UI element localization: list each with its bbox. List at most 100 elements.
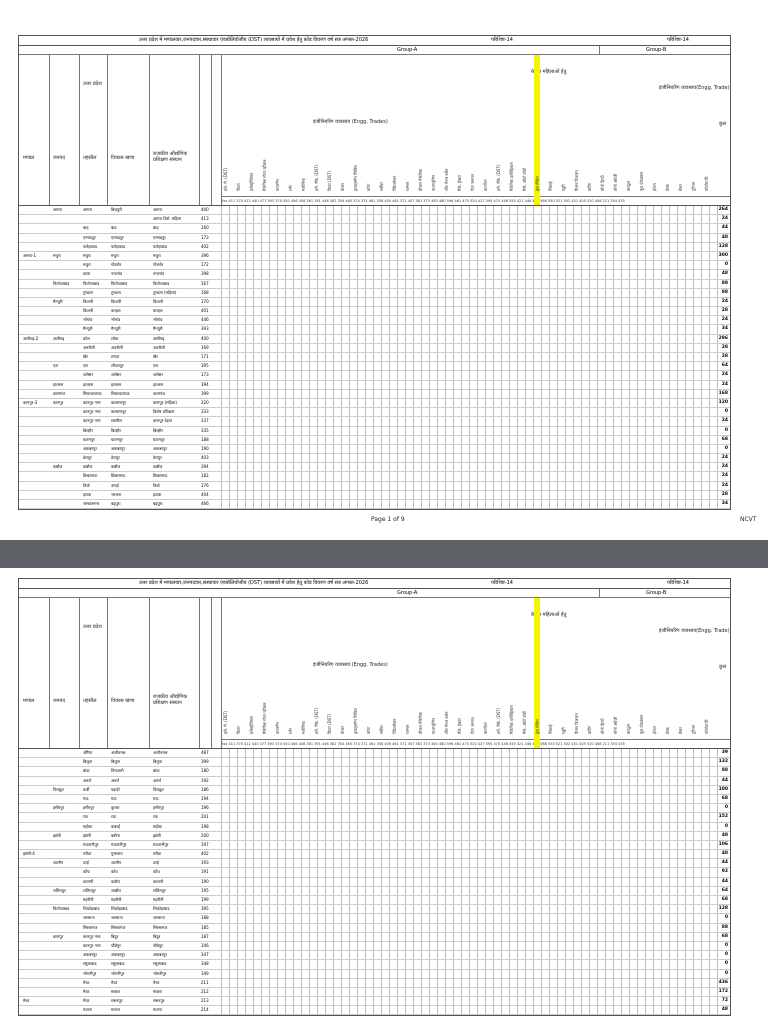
total-cell: 34 — [721, 501, 728, 506]
total-cell: 296 — [718, 335, 728, 341]
tehsil-cell: मथुरा — [83, 252, 91, 258]
vikas-cell: कदौरा — [111, 878, 120, 884]
table-row: महोबा कबरई महोबा 198 0 — [19, 823, 730, 832]
trade-column-header: डीजल मैकेनिक — [418, 712, 423, 734]
vikas-cell: पहाड़ी — [111, 786, 120, 792]
trade-column-header: कंप्यूटर — [626, 180, 631, 191]
code-cell: 190 — [201, 445, 209, 451]
institute-cell: कानपुर (महिला) — [153, 399, 177, 405]
institute-cell: हमीरपुर — [153, 805, 165, 811]
mandal-cell: अलीगढ़-2 — [23, 335, 39, 341]
code-cell: 347 — [201, 952, 209, 958]
table-row: जसराना जसराना जसराना 188 0 — [19, 914, 730, 924]
total-cell: 92 — [721, 869, 728, 875]
table-row: रसूलाबाद रसूलाबाद रसूलाबाद 348 0 — [19, 960, 730, 970]
trade-column-header: इलेक्ट्रीशियन — [249, 172, 254, 191]
total-cell: 0 — [724, 427, 728, 433]
trade-column-header: मैकेनिक इलेक्ट्रिकल — [509, 705, 514, 734]
data-rows: औरैया अजीतमल अजीतमल 487 39 बिधूना बिधूना बिधूना… — [19, 749, 730, 1016]
vikas-cell: माछरा — [111, 988, 120, 994]
institute-cell: किशनी — [153, 298, 164, 304]
total-cell: 44 — [721, 878, 728, 884]
table-row: भोगांव भोगांव भोगांव 446 24 — [19, 316, 730, 326]
vikas-cell: भोगनीपुर — [111, 970, 125, 976]
table-row: मवाना मवाना मवाना 214 48 — [19, 1006, 730, 1016]
code-number-row: 3xx 411 370 412 440 477 593 370 550 406 … — [221, 196, 730, 205]
trade-column-header: ब्यूटी — [561, 727, 566, 734]
janpad-cell: हमीरपुर — [53, 805, 65, 811]
tehsil-cell: जलेसर — [83, 372, 94, 378]
tehsil-cell: मऊ — [83, 795, 89, 801]
janpad-cell: अलीगढ़ — [53, 335, 65, 341]
total-cell: 28 — [721, 308, 728, 314]
header-divider — [221, 598, 222, 748]
tehsil-cell: महोबा — [83, 823, 92, 829]
tehsil-cell: फिरोजाबाद — [83, 280, 100, 286]
table-row: एत्मादपुर एत्मादपुर एत्मादपुर 173 48 — [19, 234, 730, 243]
engg-trades-label: इंजीनियरिंग व्यवसाय (Engg. Trades) — [313, 119, 388, 125]
institute-header: राजकीय औद्योगिक प्रशिक्षण संस्थान — [153, 694, 188, 706]
tehsil-cell: मथुरा — [83, 262, 91, 268]
vikas-cell: उमर्दा — [111, 482, 119, 488]
institute-cell: चित्रकूट — [153, 786, 164, 792]
code-cell: 403 — [201, 455, 209, 461]
janpad-cell: जालौन — [53, 860, 63, 866]
total-cell: 24 — [721, 317, 728, 323]
code-cell: 196 — [201, 805, 209, 811]
janpad-cell: कानपुर — [53, 399, 64, 405]
table-row: अकबरपुर अकबरपुर अकबरपुर 347 0 — [19, 951, 730, 961]
total-cell: 88 — [721, 289, 728, 295]
trade-column-header: प्लम्बर — [405, 724, 410, 734]
code-cell: 198 — [201, 823, 209, 829]
trade-column-header: इले. मैके. (DST) — [314, 707, 319, 734]
table-row: टूण्डला टूण्डला टूण्डला (महिला) 168 88 — [19, 289, 730, 298]
table-row: खैर टप्पल खैर 171 28 — [19, 353, 730, 363]
institute-cell: गोवर्धन — [153, 262, 164, 268]
table-row: झांसी झांसी बबीना झांसी 200 48 — [19, 832, 730, 841]
tehsil-cell: कर्वी — [83, 786, 90, 792]
code-cell: 195 — [201, 887, 209, 893]
tehsil-cell: छाता — [83, 271, 91, 277]
appendix-label-right: परिशिष्ट-14 — [667, 37, 689, 43]
janpad-cell: मैनपुरी — [53, 298, 63, 304]
trade-column-header: स्टेनो अंग्रेजी — [613, 173, 618, 191]
column-header: उत्तर प्रदेश इंजीनियरिंग व्यवसाय (Engg. … — [19, 55, 730, 206]
total-cell: 44 — [721, 225, 728, 231]
institute-cell: घाटमपुर — [153, 436, 165, 442]
code-cell: 395 — [201, 363, 209, 369]
tehsil-cell: कानपुर नगर — [83, 933, 101, 939]
total-header: कुल — [719, 121, 727, 127]
table-row: जालौन उरई जालौन उरई 193 44 — [19, 859, 730, 869]
women-only-label: केवल महिलाओं हेतु — [531, 612, 567, 618]
vikas-cell: घाटमपुर — [111, 436, 123, 442]
vikas-header: विकास खण्ड — [111, 155, 135, 161]
table-row: छिबरामऊ छिबरामऊ छिबरामऊ 182 24 — [19, 472, 730, 482]
highlighted-column — [534, 598, 540, 748]
vikas-cell: सरूरपुर — [111, 998, 123, 1004]
table-row: भोगनीपुर भोगनीपुर भोगनीपुर 349 0 — [19, 970, 730, 979]
total-cell: 24 — [721, 464, 728, 470]
table-row: किशनी करहल करहल 401 28 — [19, 307, 730, 317]
tehsil-cell: मेरठ — [83, 979, 90, 985]
trade-column-header: ड्राफ्ट्समैन सिविल — [353, 708, 358, 734]
table-row: कानपुर कानपुर नगर बिठूर बिठूर 187 68 — [19, 933, 730, 942]
janpad-cell: एटा — [53, 363, 59, 369]
vikas-cell: कबरई — [111, 823, 120, 829]
vikas-cell: राठ — [111, 814, 116, 820]
table-row: मैनपुरी किशनी किशनी किशनी 170 24 — [19, 298, 730, 308]
tehsil-cell: मैनपुरी — [83, 326, 93, 332]
trade-column-header: मैकेनिक इलेक्ट्रिकल — [509, 162, 514, 191]
tehsil-cell: टूण्डला — [83, 289, 93, 295]
tehsil-cell: जसवंतनगर — [83, 501, 100, 506]
tehsil-cell: राठ — [83, 814, 88, 820]
total-cell: 28 — [721, 354, 728, 359]
institute-cell: माछरा — [153, 988, 162, 994]
tehsil-cell: मऊरानीपुर — [83, 841, 99, 847]
trade-column-header: मैके. ऑटो बॉडी — [522, 711, 527, 734]
institute-cell: खैर — [153, 354, 158, 359]
code-cell: 395 — [201, 906, 209, 912]
institute-cell: आगरा — [153, 207, 163, 212]
table-row: कालपी कदौरा कालपी 190 44 — [19, 878, 730, 887]
total-cell: 44 — [721, 860, 728, 866]
table-row: बिल्हौर बिल्हौर बिल्हौर 335 0 — [19, 427, 730, 436]
